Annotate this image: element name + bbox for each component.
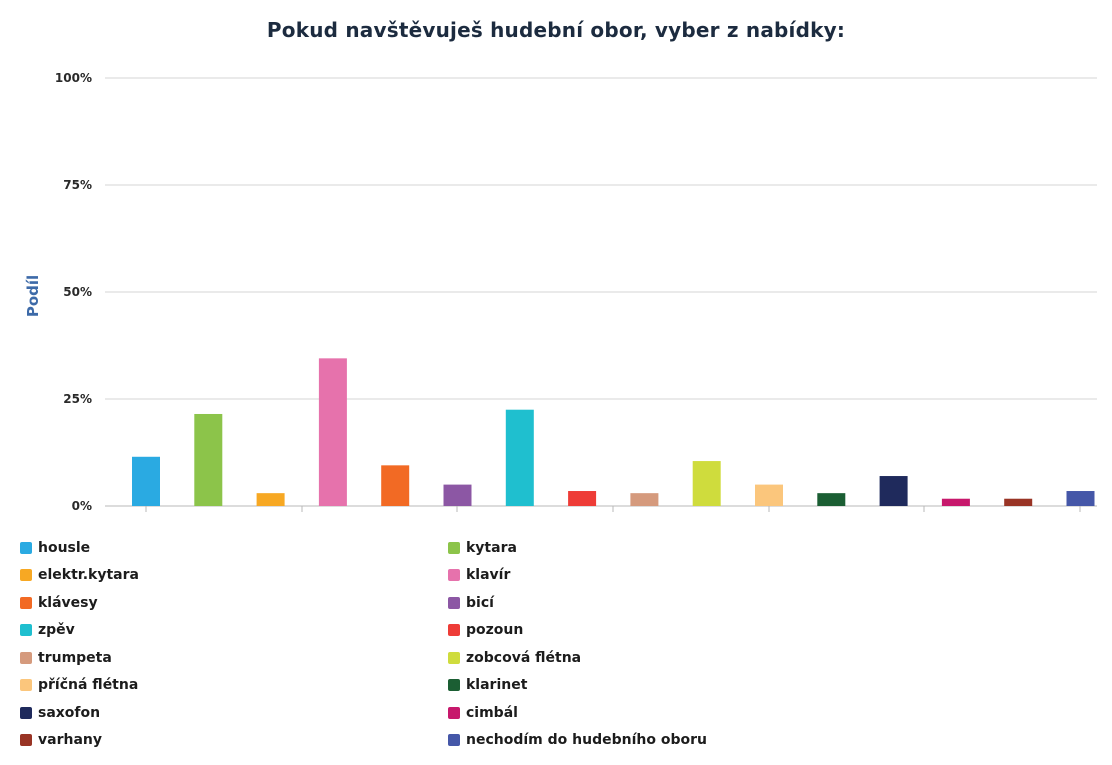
bar-13: saxofon xyxy=(879,476,908,506)
legend-item: příčná flétna xyxy=(20,672,448,700)
legend-label: varhany xyxy=(38,732,102,749)
bar-chart: 0% 25% 50% 75% 100% housle kytara elektr.kytar… xyxy=(55,71,1097,513)
bar-3: elektr.kytara xyxy=(256,493,285,506)
legend-swatch xyxy=(448,541,460,554)
legend-swatch xyxy=(448,706,460,719)
legend-item: klavír xyxy=(448,562,840,590)
legend-swatch xyxy=(448,624,460,637)
legend-label: nechodím do hudebního oboru xyxy=(466,732,707,749)
legend-label: klarinet xyxy=(466,677,528,694)
legend-item: klávesy xyxy=(20,589,448,617)
legend-item: bicí xyxy=(448,589,840,617)
legend-swatch xyxy=(448,679,460,692)
legend-item: nechodím do hudebního oboru xyxy=(448,727,840,755)
legend-swatch xyxy=(20,624,32,637)
legend-label: pozoun xyxy=(466,622,524,639)
bar-16: nechodím do hudebního oboru xyxy=(1066,491,1095,506)
legend-item: klarinet xyxy=(448,672,840,700)
legend-item: housle xyxy=(20,534,448,562)
legend-label: klavír xyxy=(466,567,511,584)
legend-item: saxofon xyxy=(20,699,448,727)
legend-label: trumpeta xyxy=(38,649,112,666)
bar-14: cimbál xyxy=(941,498,970,506)
legend-label: příčná flétna xyxy=(38,677,139,694)
legend-label: cimbál xyxy=(466,704,518,721)
legend-swatch xyxy=(20,706,32,719)
chart-title: Pokud navštěvuješ hudební obor, vyber z … xyxy=(266,18,846,42)
bar-11: příčná flétna xyxy=(755,484,783,506)
legend-swatch xyxy=(20,734,32,747)
legend-swatch xyxy=(20,541,32,554)
legend-label: bicí xyxy=(466,594,494,611)
legend-item: zpěv xyxy=(20,617,448,645)
legend-item: pozoun xyxy=(448,617,840,645)
legend-label: kytara xyxy=(466,539,517,556)
legend-label: housle xyxy=(38,539,91,556)
legend-swatch xyxy=(20,596,32,609)
bar-12: klarinet xyxy=(817,493,846,506)
bar-2: kytara xyxy=(194,413,223,506)
bar-9: trumpeta xyxy=(630,493,659,506)
legend-label: saxofon xyxy=(38,704,101,721)
legend-swatch xyxy=(448,734,460,747)
legend-label: elektr.kytara xyxy=(38,567,139,584)
legend-swatch xyxy=(20,679,32,692)
legend-label: klávesy xyxy=(38,594,98,611)
legend-label: zpěv xyxy=(38,622,75,639)
legend-swatch xyxy=(20,651,32,664)
bar-7: zpěv xyxy=(505,409,534,506)
legend-swatch xyxy=(448,596,460,609)
bar-10: zobcová flétna xyxy=(692,461,721,506)
bar-1: housle xyxy=(132,456,160,506)
legend-item: trumpeta xyxy=(20,644,448,672)
bar-15: varhany xyxy=(1004,498,1033,506)
legend-swatch xyxy=(448,569,460,582)
legend-item: zobcová flétna xyxy=(448,644,840,672)
y-tick-label: 25% xyxy=(63,392,92,406)
legend: housle kytara elektr.kytara klavír klávesy bi… xyxy=(20,534,840,754)
y-tick-label: 0% xyxy=(72,499,92,513)
y-axis-ticks: 0% 25% 50% 75% 100% xyxy=(55,71,92,513)
bar-5: klávesy xyxy=(381,465,410,506)
legend-item: cimbál xyxy=(448,699,840,727)
y-tick-label: 50% xyxy=(63,285,92,299)
legend-label: zobcová flétna xyxy=(466,649,582,666)
gridlines xyxy=(105,77,1097,507)
legend-item: elektr.kytara xyxy=(20,562,448,590)
y-tick-label: 75% xyxy=(63,178,92,192)
bars: housle kytara elektr.kytara klavír klávesy bi… xyxy=(132,358,1095,506)
legend-item: kytara xyxy=(448,534,840,562)
bar-4: klavír xyxy=(318,358,347,506)
bar-8: pozoun xyxy=(568,491,597,506)
bar-6: bicí xyxy=(443,484,472,506)
legend-item: varhany xyxy=(20,727,448,755)
legend-swatch xyxy=(20,569,32,582)
y-tick-label: 100% xyxy=(55,71,92,85)
x-axis xyxy=(145,506,1081,512)
legend-swatch xyxy=(448,651,460,664)
